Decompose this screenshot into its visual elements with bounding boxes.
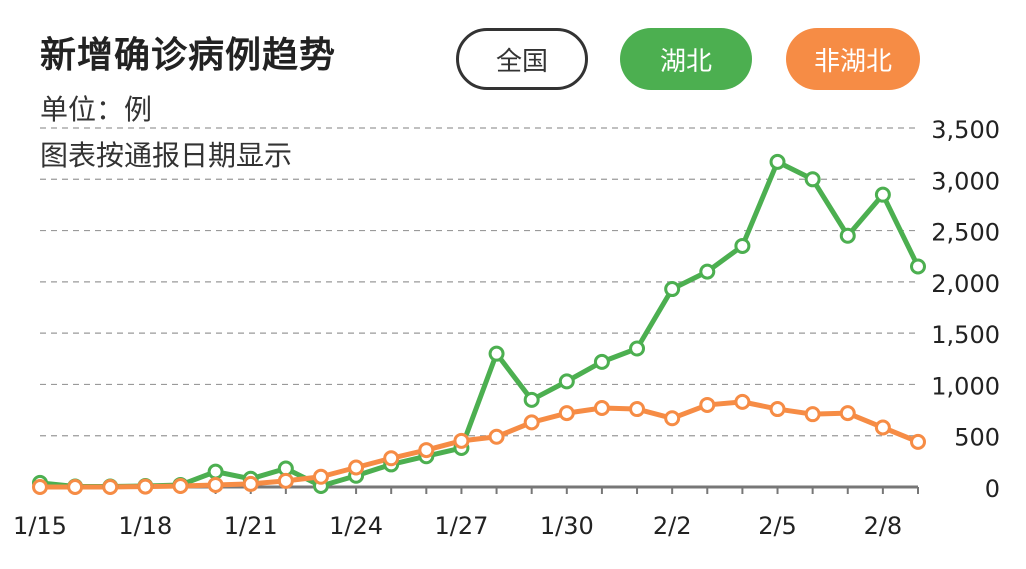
data-point — [488, 428, 505, 445]
data-point — [629, 340, 646, 357]
series-line-1 — [37, 399, 921, 490]
data-point — [488, 345, 505, 362]
filter-hubei-button[interactable]: 湖北 — [620, 28, 752, 90]
x-tick-label: 2/8 — [864, 512, 903, 540]
data-point — [558, 405, 575, 422]
data-point — [277, 472, 294, 489]
data-point — [664, 410, 681, 427]
data-point — [418, 442, 435, 459]
data-point — [67, 479, 84, 495]
x-tick-label: 1/18 — [118, 512, 172, 540]
data-point — [699, 263, 716, 280]
data-point — [664, 281, 681, 298]
date-note: 图表按通报日期显示 — [40, 139, 293, 172]
data-point — [593, 353, 610, 370]
data-point — [102, 479, 119, 495]
data-point — [910, 433, 926, 450]
data-point — [629, 401, 646, 418]
x-tick-label: 1/30 — [540, 512, 594, 540]
data-point — [523, 391, 540, 408]
data-point — [172, 477, 189, 494]
unit-label: 单位：例 — [40, 93, 153, 126]
data-point — [910, 258, 926, 275]
y-tick-label: 0 — [985, 475, 1000, 503]
data-point — [242, 475, 259, 492]
chart-title: 新增确诊病例趋势 — [40, 35, 337, 76]
y-tick-label: 3,000 — [931, 167, 1000, 195]
data-point — [32, 479, 48, 495]
data-point — [734, 237, 751, 254]
data-point — [769, 401, 786, 418]
data-point — [699, 396, 716, 413]
data-point — [874, 186, 891, 203]
y-tick-label: 1,500 — [931, 321, 1000, 349]
x-tick-label: 1/15 — [13, 512, 67, 540]
y-tick-label: 2,000 — [931, 270, 1000, 298]
y-tick-label: 2,500 — [931, 219, 1000, 247]
data-point — [874, 419, 891, 436]
y-tick-label: 3,500 — [931, 116, 1000, 144]
data-point — [839, 405, 856, 422]
data-point — [523, 414, 540, 431]
data-point — [593, 400, 610, 417]
data-point — [137, 478, 154, 495]
x-tick-label: 1/24 — [329, 512, 383, 540]
data-point — [312, 468, 329, 485]
data-point — [839, 227, 856, 244]
data-point — [734, 393, 751, 410]
y-tick-label: 1,000 — [931, 372, 1000, 400]
filter-all-button[interactable]: 全国 — [456, 28, 588, 90]
data-point — [207, 476, 224, 493]
x-tick-label: 2/2 — [653, 512, 692, 540]
x-tick-label: 2/5 — [758, 512, 797, 540]
y-tick-label: 500 — [954, 424, 1000, 452]
data-point — [804, 406, 821, 423]
data-point — [383, 450, 400, 467]
data-point — [769, 153, 786, 170]
data-point — [207, 463, 224, 480]
x-tick-label: 1/27 — [434, 512, 488, 540]
x-tick-label: 1/21 — [224, 512, 278, 540]
data-point — [804, 171, 821, 188]
data-point — [558, 373, 575, 390]
data-point — [453, 432, 470, 449]
filter-non-hubei-button[interactable]: 非湖北 — [786, 28, 920, 90]
data-point — [348, 459, 365, 476]
